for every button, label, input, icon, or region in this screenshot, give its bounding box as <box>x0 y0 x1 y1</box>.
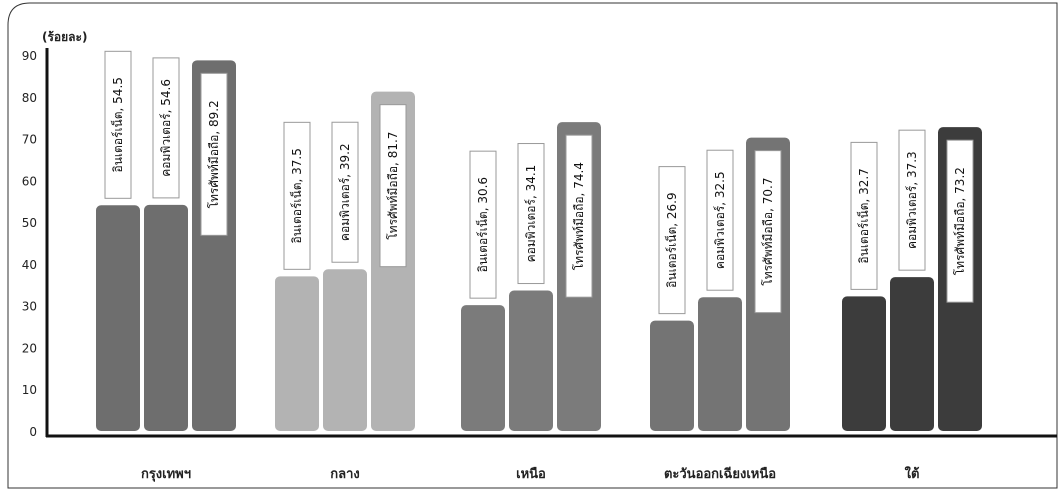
category-label: เหนือ <box>516 466 546 482</box>
y-tick-label: 40 <box>22 258 37 272</box>
bar <box>508 290 554 432</box>
bar <box>322 268 368 432</box>
data-label: โทรศัพท์มือถือ, 81.7 <box>386 132 400 240</box>
data-label: คอมพิวเตอร์, 34.1 <box>524 165 538 263</box>
data-label: คอมพิวเตอร์, 37.3 <box>905 151 919 249</box>
y-axis-ticks: 0 10 20 30 40 50 60 70 80 90 <box>22 49 37 439</box>
data-label: โทรศัพท์มือถือ, 74.4 <box>572 162 586 270</box>
data-label: อินเตอร์เน็ต, 30.6 <box>475 177 490 272</box>
data-label: โทรศัพท์มือถือ, 73.2 <box>953 167 967 275</box>
y-tick-label: 80 <box>22 91 37 105</box>
y-tick-label: 0 <box>29 425 37 439</box>
data-label: อินเตอร์เน็ต, 54.5 <box>110 77 125 172</box>
y-tick-label: 20 <box>22 341 37 355</box>
y-tick-label: 70 <box>22 133 37 147</box>
category-label: ใต้ <box>905 465 920 482</box>
bar <box>841 295 887 432</box>
y-tick-label: 10 <box>22 383 37 397</box>
bar <box>143 204 189 432</box>
bar <box>460 304 506 432</box>
data-label: อินเตอร์เน็ต, 37.5 <box>289 148 304 243</box>
category-labels-group: กรุงเทพฯ กลาง เหนือ ตะวันออกเฉียงเหนือ ใต้ <box>141 465 919 482</box>
data-label: คอมพิวเตอร์, 39.2 <box>338 143 352 241</box>
data-label: อินเตอร์เน็ต, 32.7 <box>856 168 871 263</box>
y-tick-label: 30 <box>22 300 37 314</box>
category-label: กรุงเทพฯ <box>141 467 191 482</box>
y-tick-label: 60 <box>22 174 37 188</box>
bar <box>889 276 935 432</box>
y-axis-title: (ร้อยละ) <box>42 30 87 44</box>
data-label: คอมพิวเตอร์, 54.6 <box>159 79 173 177</box>
data-label: อินเตอร์เน็ต, 26.9 <box>664 192 679 287</box>
bar <box>649 320 695 432</box>
category-label: กลาง <box>330 467 360 482</box>
category-label: ตะวันออกเฉียงเหนือ <box>664 466 776 482</box>
bar <box>274 275 320 432</box>
data-label: คอมพิวเตอร์, 32.5 <box>713 171 727 269</box>
data-label: โทรศัพท์มือถือ, 89.2 <box>207 100 221 208</box>
y-tick-label: 90 <box>22 49 37 63</box>
bar <box>697 296 743 432</box>
y-tick-label: 50 <box>22 216 37 230</box>
bar <box>95 204 141 432</box>
data-label: โทรศัพท์มือถือ, 70.7 <box>761 178 775 286</box>
